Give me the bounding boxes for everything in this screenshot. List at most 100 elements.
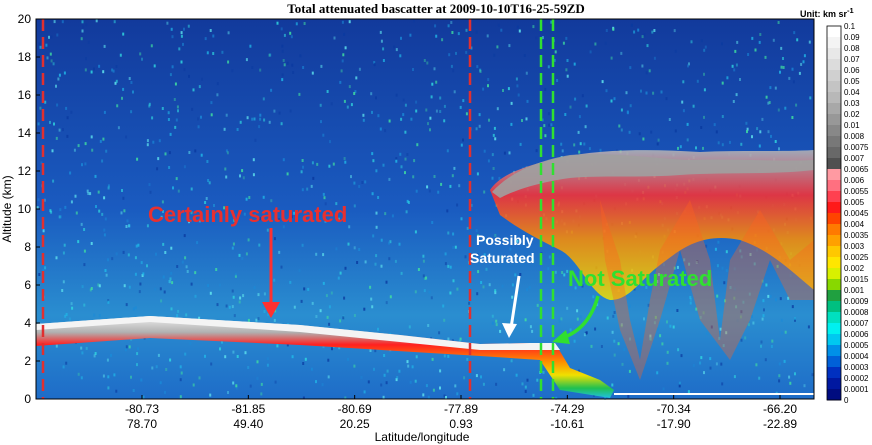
colorbar-swatch	[827, 103, 841, 115]
colorbar-tick-label: 0.0006	[844, 330, 869, 339]
colorbar-swatch	[827, 37, 841, 49]
colorbar-tick-label: 0.06	[844, 66, 860, 75]
y-tick-label: 16	[18, 88, 32, 102]
colorbar-tick-label: 0.004	[844, 220, 865, 229]
colorbar-swatch	[827, 26, 841, 38]
cloud-top-grey	[492, 154, 814, 198]
y-axis-label: Altitude (km)	[0, 175, 14, 242]
y-tick-label: 4	[24, 316, 31, 330]
x-tick-label-lon: 78.70	[127, 417, 157, 431]
y-tick-label: 0	[24, 392, 31, 406]
x-tick-label-lon: 20.25	[340, 417, 370, 431]
colorbar-swatch	[827, 235, 841, 247]
colorbar-swatch	[827, 202, 841, 214]
colorbar-tick-label: 0.0009	[844, 297, 869, 306]
colorbar-swatch	[827, 257, 841, 269]
colorbar-tick-label: 0.0025	[844, 253, 869, 262]
colorbar-tick-label: 0.0007	[844, 319, 869, 328]
colorbar-swatch	[827, 92, 841, 104]
x-tick-label-lat: -77.89	[444, 402, 478, 416]
colorbar-tick-label: 0.001	[844, 286, 865, 295]
colorbar-tick-label: 0.0008	[844, 308, 869, 317]
cloud-layer	[490, 150, 814, 300]
colorbar-swatch	[827, 59, 841, 71]
colorbar-tick-label: 0.02	[844, 110, 860, 119]
colorbar-tick-label: 0.0002	[844, 374, 869, 383]
colorbar-tick-label: 0.03	[844, 99, 860, 108]
colorbar-swatch	[827, 279, 841, 291]
colorbar-tick-label: 0.04	[844, 88, 860, 97]
colorbar-tick-label: 0.002	[844, 264, 865, 273]
unit-label: Unit: km sr-1	[800, 6, 854, 19]
colorbar-tick-label: 0.0035	[844, 231, 869, 240]
x-axis-label: Latitude/longitude	[375, 430, 470, 444]
x-tick-label-lat: -81.85	[231, 402, 265, 416]
colorbar-swatch	[827, 81, 841, 93]
colorbar-tick-label: 0.0065	[844, 165, 869, 174]
colorbar-tick-label: 0.005	[844, 198, 865, 207]
y-tick-label: 6	[24, 278, 31, 292]
x-tick-label-lat: -70.34	[657, 402, 691, 416]
colorbar-swatch	[827, 367, 841, 379]
arrowhead-certainly	[262, 302, 280, 318]
colorbar-swatch	[827, 169, 841, 181]
arrowhead-not	[552, 330, 570, 344]
x-tick-label-lat: -80.69	[338, 402, 372, 416]
colorbar-tick-label: 0.05	[844, 77, 860, 86]
colorbar-swatch	[827, 312, 841, 324]
y-tick-label: 14	[18, 126, 32, 140]
colorbar-tick-label: 0.01	[844, 121, 860, 130]
colorbar-swatch	[827, 356, 841, 368]
cloud-streaks	[600, 200, 814, 380]
y-tick-label: 12	[18, 164, 32, 178]
y-tick-label: 20	[18, 12, 32, 26]
colorbar-swatch	[827, 301, 841, 313]
y-axis-ticks: 0 2 4 6 8 10 12 14 16 18 20	[18, 12, 40, 406]
x-tick-label-lat: -66.20	[763, 402, 797, 416]
colorbar-tick-label: 0.0001	[844, 385, 869, 394]
colorbar-tick-label: 0.0004	[844, 352, 869, 361]
colorbar-swatch	[827, 224, 841, 236]
colorbar-tick-label: 0.0075	[844, 143, 869, 152]
colorbar-tick-label: 0.09	[844, 33, 860, 42]
chart-title: Total attenuated bascatter at 2009-10-10…	[287, 1, 585, 16]
annotation-possibly: Possibly	[476, 232, 534, 248]
annotation-not-saturated: Not Saturated	[568, 266, 712, 291]
colorbar-swatch	[827, 125, 841, 137]
colorbar-swatch	[827, 389, 841, 401]
x-tick-label-lon: 49.40	[233, 417, 263, 431]
surface-top-white	[36, 316, 560, 350]
surface-band	[36, 316, 614, 398]
x-tick-label-lat: -80.73	[125, 402, 159, 416]
colorbar-swatch	[827, 147, 841, 159]
colorbar: 0.1 0.09 0.08 0.07 0.06 0.05 0.04 0.03 0.02 0.01 0…	[827, 22, 869, 405]
colorbar-swatch	[827, 213, 841, 225]
colorbar-tick-label: 0.08	[844, 44, 860, 53]
x-tick-label-lon: 0.93	[449, 417, 473, 431]
colorbar-swatch	[827, 378, 841, 390]
colorbar-swatch	[827, 114, 841, 126]
colorbar-tick-label: 0.0005	[844, 341, 869, 350]
colorbar-swatch	[827, 136, 841, 148]
colorbar-tick-label: 0.006	[844, 176, 865, 185]
y-tick-label: 2	[24, 354, 31, 368]
annotation-saturated: Saturated	[470, 250, 535, 266]
colorbar-tick-label: 0	[844, 396, 849, 405]
x-tick-label-lon: -10.61	[550, 417, 584, 431]
colorbar-tick-label: 0.07	[844, 55, 860, 64]
colorbar-swatch	[827, 290, 841, 302]
colorbar-tick-label: 0.0015	[844, 275, 869, 284]
colorbar-tick-label: 0.0045	[844, 209, 869, 218]
y-tick-label: 8	[24, 240, 31, 254]
colorbar-tick-label: 0.003	[844, 242, 865, 251]
colorbar-swatch	[827, 191, 841, 203]
colorbar-swatch	[827, 334, 841, 346]
colorbar-frame	[826, 25, 842, 401]
colorbar-swatch	[827, 246, 841, 258]
unit-label-text: Unit: km sr	[800, 9, 848, 19]
y-tick-label: 10	[18, 202, 32, 216]
colorbar-tick-label: 0.007	[844, 154, 865, 163]
colorbar-swatch	[827, 70, 841, 82]
